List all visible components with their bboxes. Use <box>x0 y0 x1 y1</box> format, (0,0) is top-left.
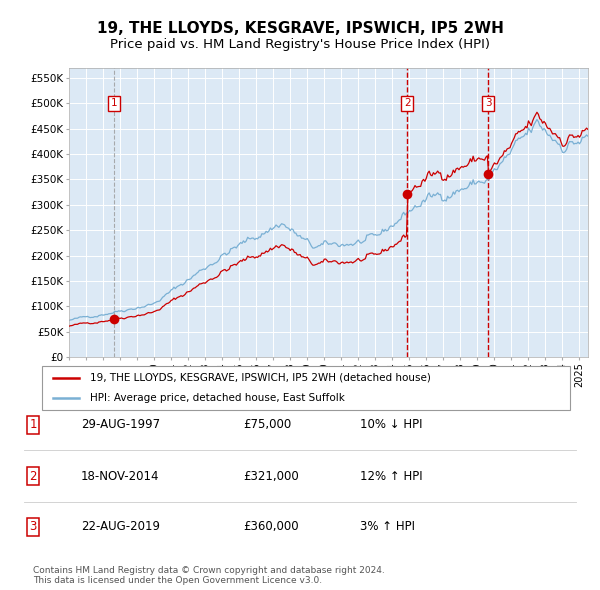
Text: £321,000: £321,000 <box>243 470 299 483</box>
Text: 1: 1 <box>29 418 37 431</box>
Text: 2: 2 <box>404 99 410 109</box>
Text: 29-AUG-1997: 29-AUG-1997 <box>81 418 160 431</box>
Text: 12% ↑ HPI: 12% ↑ HPI <box>360 470 422 483</box>
Text: £360,000: £360,000 <box>243 520 299 533</box>
Text: 10% ↓ HPI: 10% ↓ HPI <box>360 418 422 431</box>
Text: 1: 1 <box>111 99 118 109</box>
Text: 3: 3 <box>29 520 37 533</box>
Text: 18-NOV-2014: 18-NOV-2014 <box>81 470 160 483</box>
Text: Contains HM Land Registry data © Crown copyright and database right 2024.
This d: Contains HM Land Registry data © Crown c… <box>33 566 385 585</box>
Text: 3: 3 <box>485 99 491 109</box>
Text: Price paid vs. HM Land Registry's House Price Index (HPI): Price paid vs. HM Land Registry's House … <box>110 38 490 51</box>
Text: 2: 2 <box>29 470 37 483</box>
Text: 22-AUG-2019: 22-AUG-2019 <box>81 520 160 533</box>
Text: HPI: Average price, detached house, East Suffolk: HPI: Average price, detached house, East… <box>89 393 344 403</box>
Text: 3% ↑ HPI: 3% ↑ HPI <box>360 520 415 533</box>
Text: £75,000: £75,000 <box>243 418 291 431</box>
Text: 19, THE LLOYDS, KESGRAVE, IPSWICH, IP5 2WH (detached house): 19, THE LLOYDS, KESGRAVE, IPSWICH, IP5 2… <box>89 373 430 383</box>
Text: 19, THE LLOYDS, KESGRAVE, IPSWICH, IP5 2WH: 19, THE LLOYDS, KESGRAVE, IPSWICH, IP5 2… <box>97 21 503 35</box>
